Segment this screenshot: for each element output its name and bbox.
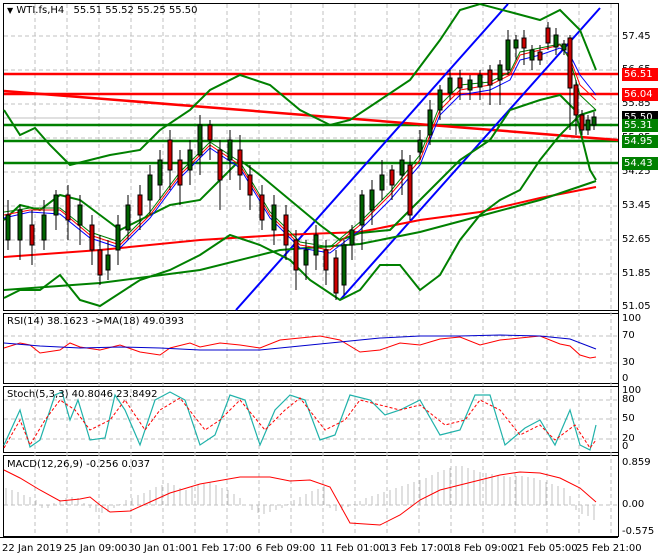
- macd-tick: 0.00: [622, 499, 645, 510]
- price-tick: 53.45: [622, 200, 651, 211]
- ohlc-values: 55.51 55.52 55.25 55.50: [73, 5, 198, 16]
- macd-signal-line: [3, 469, 597, 526]
- rsi-tick: 30: [622, 357, 635, 368]
- price-panel: [3, 3, 619, 311]
- time-label: 18 Feb 09:00: [448, 543, 514, 554]
- stoch-tick: 80: [622, 394, 635, 405]
- time-label: 11 Feb 01:00: [320, 543, 386, 554]
- stoch-signal-line: [3, 397, 597, 449]
- stoch-tick: 50: [622, 413, 635, 424]
- level-tag-56-04: 56.04: [622, 88, 658, 101]
- time-label: 13 Feb 17:00: [384, 543, 450, 554]
- bollinger-bands: [3, 2, 597, 308]
- time-label: 25 Feb 21:00: [576, 543, 642, 554]
- level-tag-54-43: 54.43: [622, 157, 658, 170]
- price-tick: 57.45: [622, 31, 651, 42]
- price-tick: 54.25: [622, 166, 651, 177]
- long-ma-green: [3, 180, 597, 291]
- symbol-menu-arrow[interactable]: ▼: [7, 6, 14, 15]
- price-tick: 51.85: [622, 268, 651, 279]
- time-label: 25 Jan 09:00: [64, 543, 128, 554]
- time-label: 22 Jan 2019: [2, 543, 62, 554]
- macd-tick: 0.859: [622, 457, 651, 468]
- stoch-main-line: [3, 391, 597, 451]
- stoch-tick: 20: [622, 433, 635, 444]
- rsi-tick: 0: [622, 373, 629, 384]
- rsi-tick: 100: [622, 313, 642, 324]
- macd-title: MACD(12,26,9) -0.256 0.037: [7, 459, 151, 470]
- time-label: 21 Feb 05:00: [512, 543, 578, 554]
- price-tick: 51.05: [622, 301, 651, 312]
- price-tick: 52.65: [622, 234, 651, 245]
- rsi-title: RSI(14) 38.1623 ->MA(18) 49.0393: [7, 316, 184, 327]
- level-tag-54-95: 54.95: [622, 135, 658, 148]
- stoch-tick: 0: [622, 441, 629, 452]
- macd-tick: -0.575: [622, 526, 655, 537]
- rsi-ma-line: [3, 334, 597, 351]
- time-label: 6 Feb 09:00: [256, 543, 316, 554]
- rsi-tick: 70: [622, 330, 635, 341]
- level-tag-55-31: 55.31: [622, 119, 658, 132]
- chart-header: ▼ WTI.fs,H4 55.51 55.52 55.25 55.50: [7, 5, 198, 16]
- stoch-tick: 100: [622, 385, 642, 396]
- symbol-label: WTI.fs,H4: [16, 5, 65, 16]
- horizontal-levels[interactable]: [4, 72, 618, 165]
- time-label: 30 Jan 01:00: [128, 543, 192, 554]
- stoch-title: Stoch(5,3,3) 40.8046 23.8492: [7, 389, 158, 400]
- rsi-line: [3, 335, 597, 359]
- candles[interactable]: [5, 22, 597, 300]
- time-label: 1 Feb 17:00: [192, 543, 252, 554]
- price-tick: 55.85: [622, 98, 651, 109]
- level-tag-56-51: 56.51: [622, 68, 658, 81]
